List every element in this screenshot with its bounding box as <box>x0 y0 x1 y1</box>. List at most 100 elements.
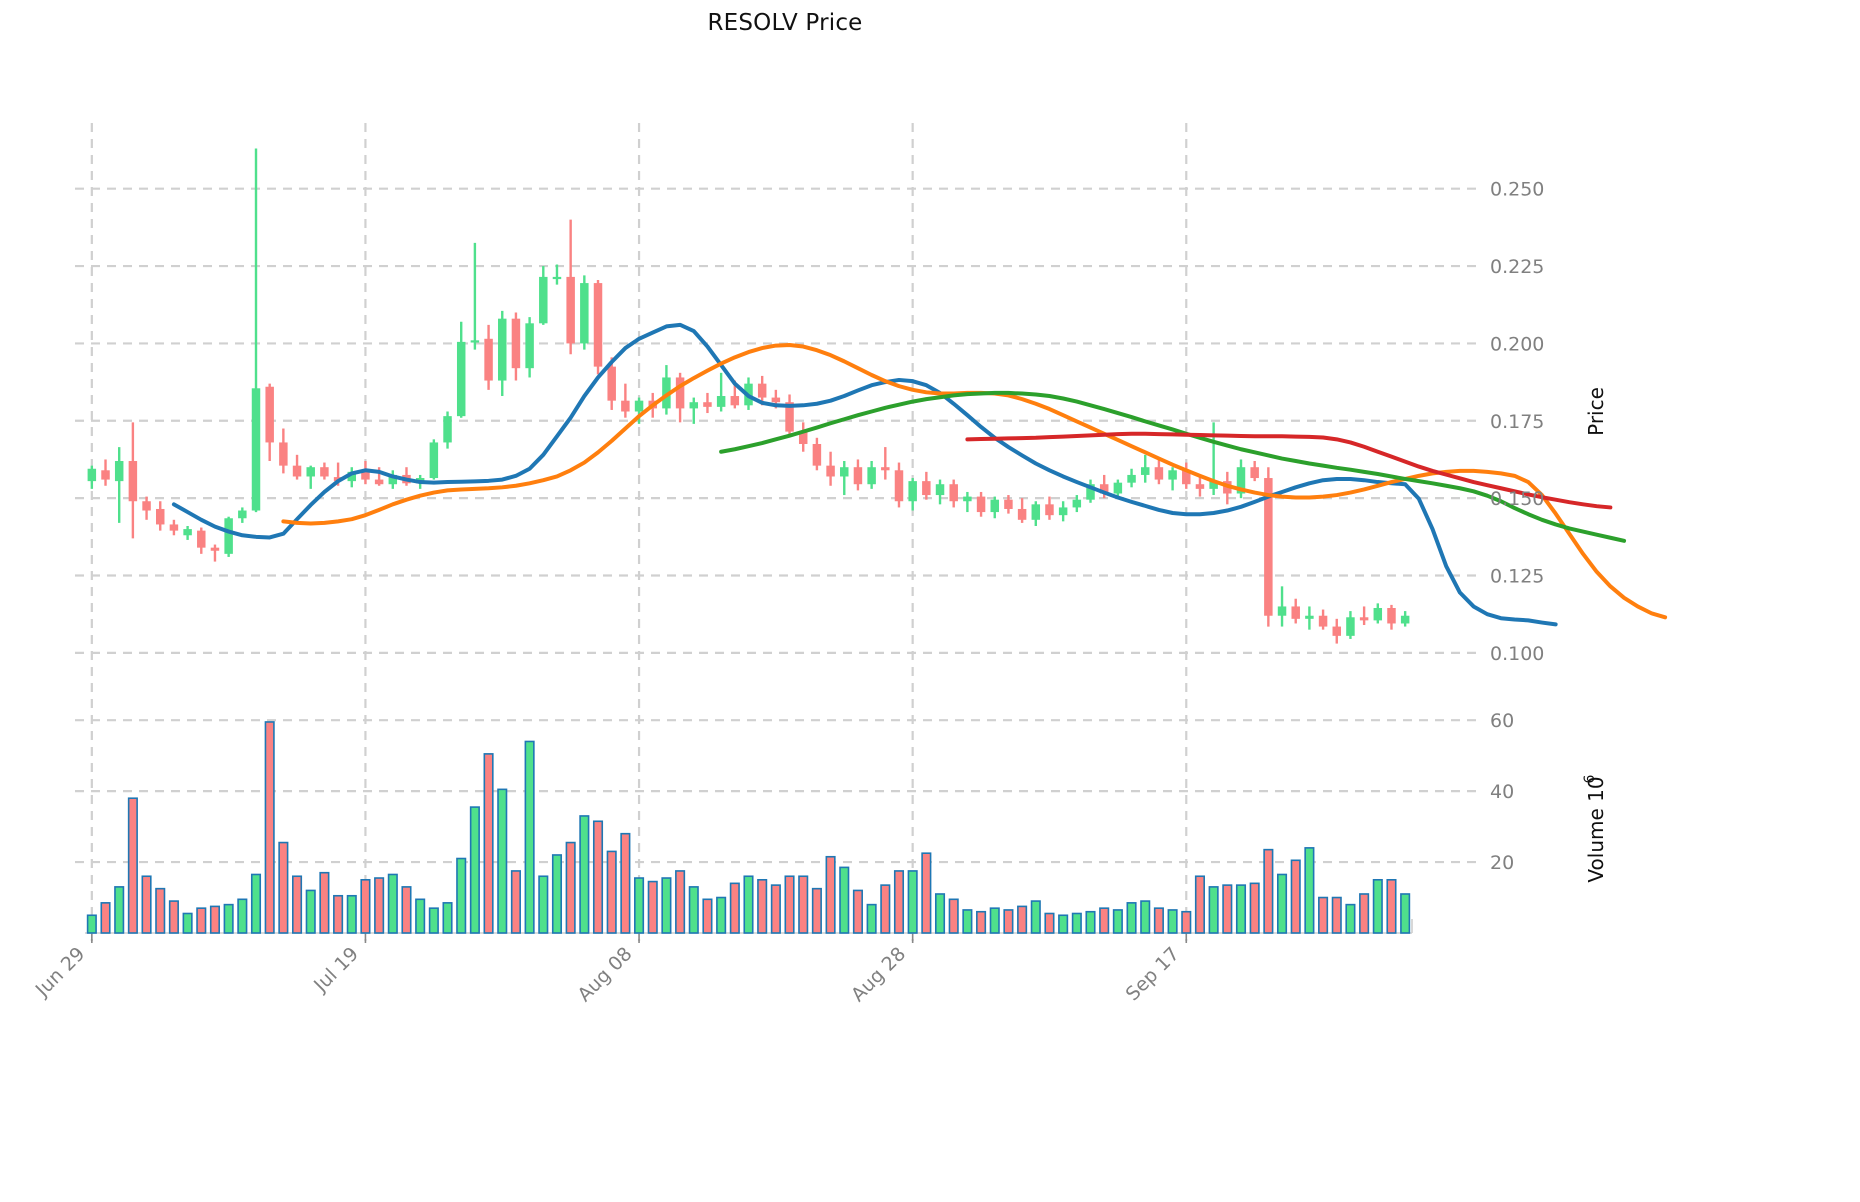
volume-axis-ticks: 60 40 20 <box>1490 710 1514 874</box>
candlestick-body <box>908 481 917 502</box>
volume-bar <box>1181 910 1192 934</box>
price-tick-label: 0.100 <box>1490 643 1544 665</box>
volume-tick-label: 40 <box>1490 781 1514 803</box>
volume-bar <box>907 870 918 934</box>
candlestick-body <box>675 377 685 409</box>
volume-bar <box>934 893 946 934</box>
candlestick-body <box>757 383 767 398</box>
candlestick-body <box>1168 470 1177 480</box>
volume-bar <box>921 852 932 934</box>
volume-bar <box>688 886 699 934</box>
volume-bar <box>716 896 727 934</box>
volume-bar <box>510 870 521 934</box>
volume-bar <box>1194 875 1205 934</box>
volume-bar <box>196 907 207 934</box>
volume-bar <box>989 907 1000 934</box>
volume-bar <box>305 889 316 934</box>
volume-bar <box>1372 878 1383 934</box>
x-tick-label: Jul 19 <box>309 943 363 997</box>
candlestick-body <box>1058 507 1068 516</box>
candlestick-body <box>1017 508 1027 520</box>
price-tick-label: 0.200 <box>1490 333 1544 355</box>
volume-bar <box>1030 900 1041 934</box>
candlestick-body <box>1400 615 1410 624</box>
candlestick-body <box>1113 482 1123 494</box>
volume-bar <box>647 880 658 934</box>
candlestick-body <box>388 474 398 485</box>
candlesticks-layer <box>87 148 1410 644</box>
volume-bar <box>524 740 535 934</box>
candlestick-body <box>1305 615 1314 619</box>
volume-bar <box>114 886 125 934</box>
volume-bar <box>292 875 303 934</box>
candlestick-body <box>128 461 138 502</box>
candlestick-body <box>963 496 972 502</box>
candlestick-body <box>812 443 822 466</box>
volume-bar <box>661 877 672 934</box>
volume-bar <box>606 850 617 934</box>
candlestick-body <box>949 484 958 502</box>
volume-bar <box>1167 909 1178 934</box>
candlestick-body <box>1318 615 1328 627</box>
candlestick-body <box>456 341 466 417</box>
volume-bar <box>1359 893 1370 934</box>
volume-bar <box>538 875 549 934</box>
volume-bar <box>551 854 563 934</box>
moving-average-lines-layer <box>171 322 1668 627</box>
volume-bar <box>428 907 439 934</box>
candlestick-body <box>1127 474 1136 483</box>
candlestick-body <box>922 481 931 496</box>
candlestick-body <box>1264 478 1273 616</box>
x-tick-label: Sep 17 <box>1122 943 1184 1005</box>
x-tick-label: Aug 08 <box>573 943 636 1006</box>
volume-bar <box>729 882 740 934</box>
candlestick-body <box>114 461 124 482</box>
volume-bar <box>346 894 357 934</box>
volume-bar <box>839 866 850 934</box>
volume-bar <box>483 753 494 934</box>
volume-bar <box>141 875 152 934</box>
price-tick-label: 0.250 <box>1490 179 1544 201</box>
volume-bar <box>442 902 453 934</box>
candlestick-body <box>1359 617 1369 621</box>
volume-bar <box>264 721 275 934</box>
candlestick-body <box>566 276 575 344</box>
volume-bar <box>675 870 686 934</box>
candlestick-body <box>771 397 781 403</box>
price-axis-ticks: 0.250 0.225 0.200 0.175 0.150 0.125 0.100 <box>1490 179 1544 665</box>
price-tick-label: 0.225 <box>1490 256 1544 278</box>
candlestick-body <box>935 484 945 496</box>
volume-bar <box>1085 910 1096 934</box>
price-tick-label: 0.125 <box>1490 566 1544 588</box>
volume-bar <box>1126 902 1137 934</box>
volume-bar <box>565 841 576 934</box>
volume-bar <box>1058 914 1069 934</box>
volume-bar <box>784 875 795 934</box>
price-tick-label: 0.150 <box>1490 488 1544 510</box>
volume-bar <box>1400 893 1411 934</box>
volume-bar <box>825 855 836 934</box>
volume-bar <box>100 902 111 934</box>
ma-line-ma-longest <box>965 431 1613 510</box>
candlestick-body <box>511 318 521 369</box>
volume-axis-title: Volume 10 <box>1584 776 1608 882</box>
candlestick-body <box>703 402 712 407</box>
candlestick-body <box>867 467 876 485</box>
candlestick-body <box>1031 504 1041 520</box>
volume-bar <box>1345 903 1356 934</box>
volume-bar <box>319 871 330 934</box>
volume-bar <box>948 898 959 934</box>
volume-bar <box>401 886 412 934</box>
candlestick-body <box>292 465 302 477</box>
volume-bar <box>415 898 426 934</box>
candlestick-body <box>990 499 999 513</box>
candlestick-body <box>1277 606 1287 616</box>
candlestick-body <box>1099 484 1109 494</box>
candlestick-body <box>1373 607 1383 621</box>
candlestick-body <box>87 468 97 482</box>
volume-axis-exponent: 6 <box>1582 775 1598 784</box>
candlestick-body <box>1195 484 1205 489</box>
candlestick-body <box>470 340 480 343</box>
